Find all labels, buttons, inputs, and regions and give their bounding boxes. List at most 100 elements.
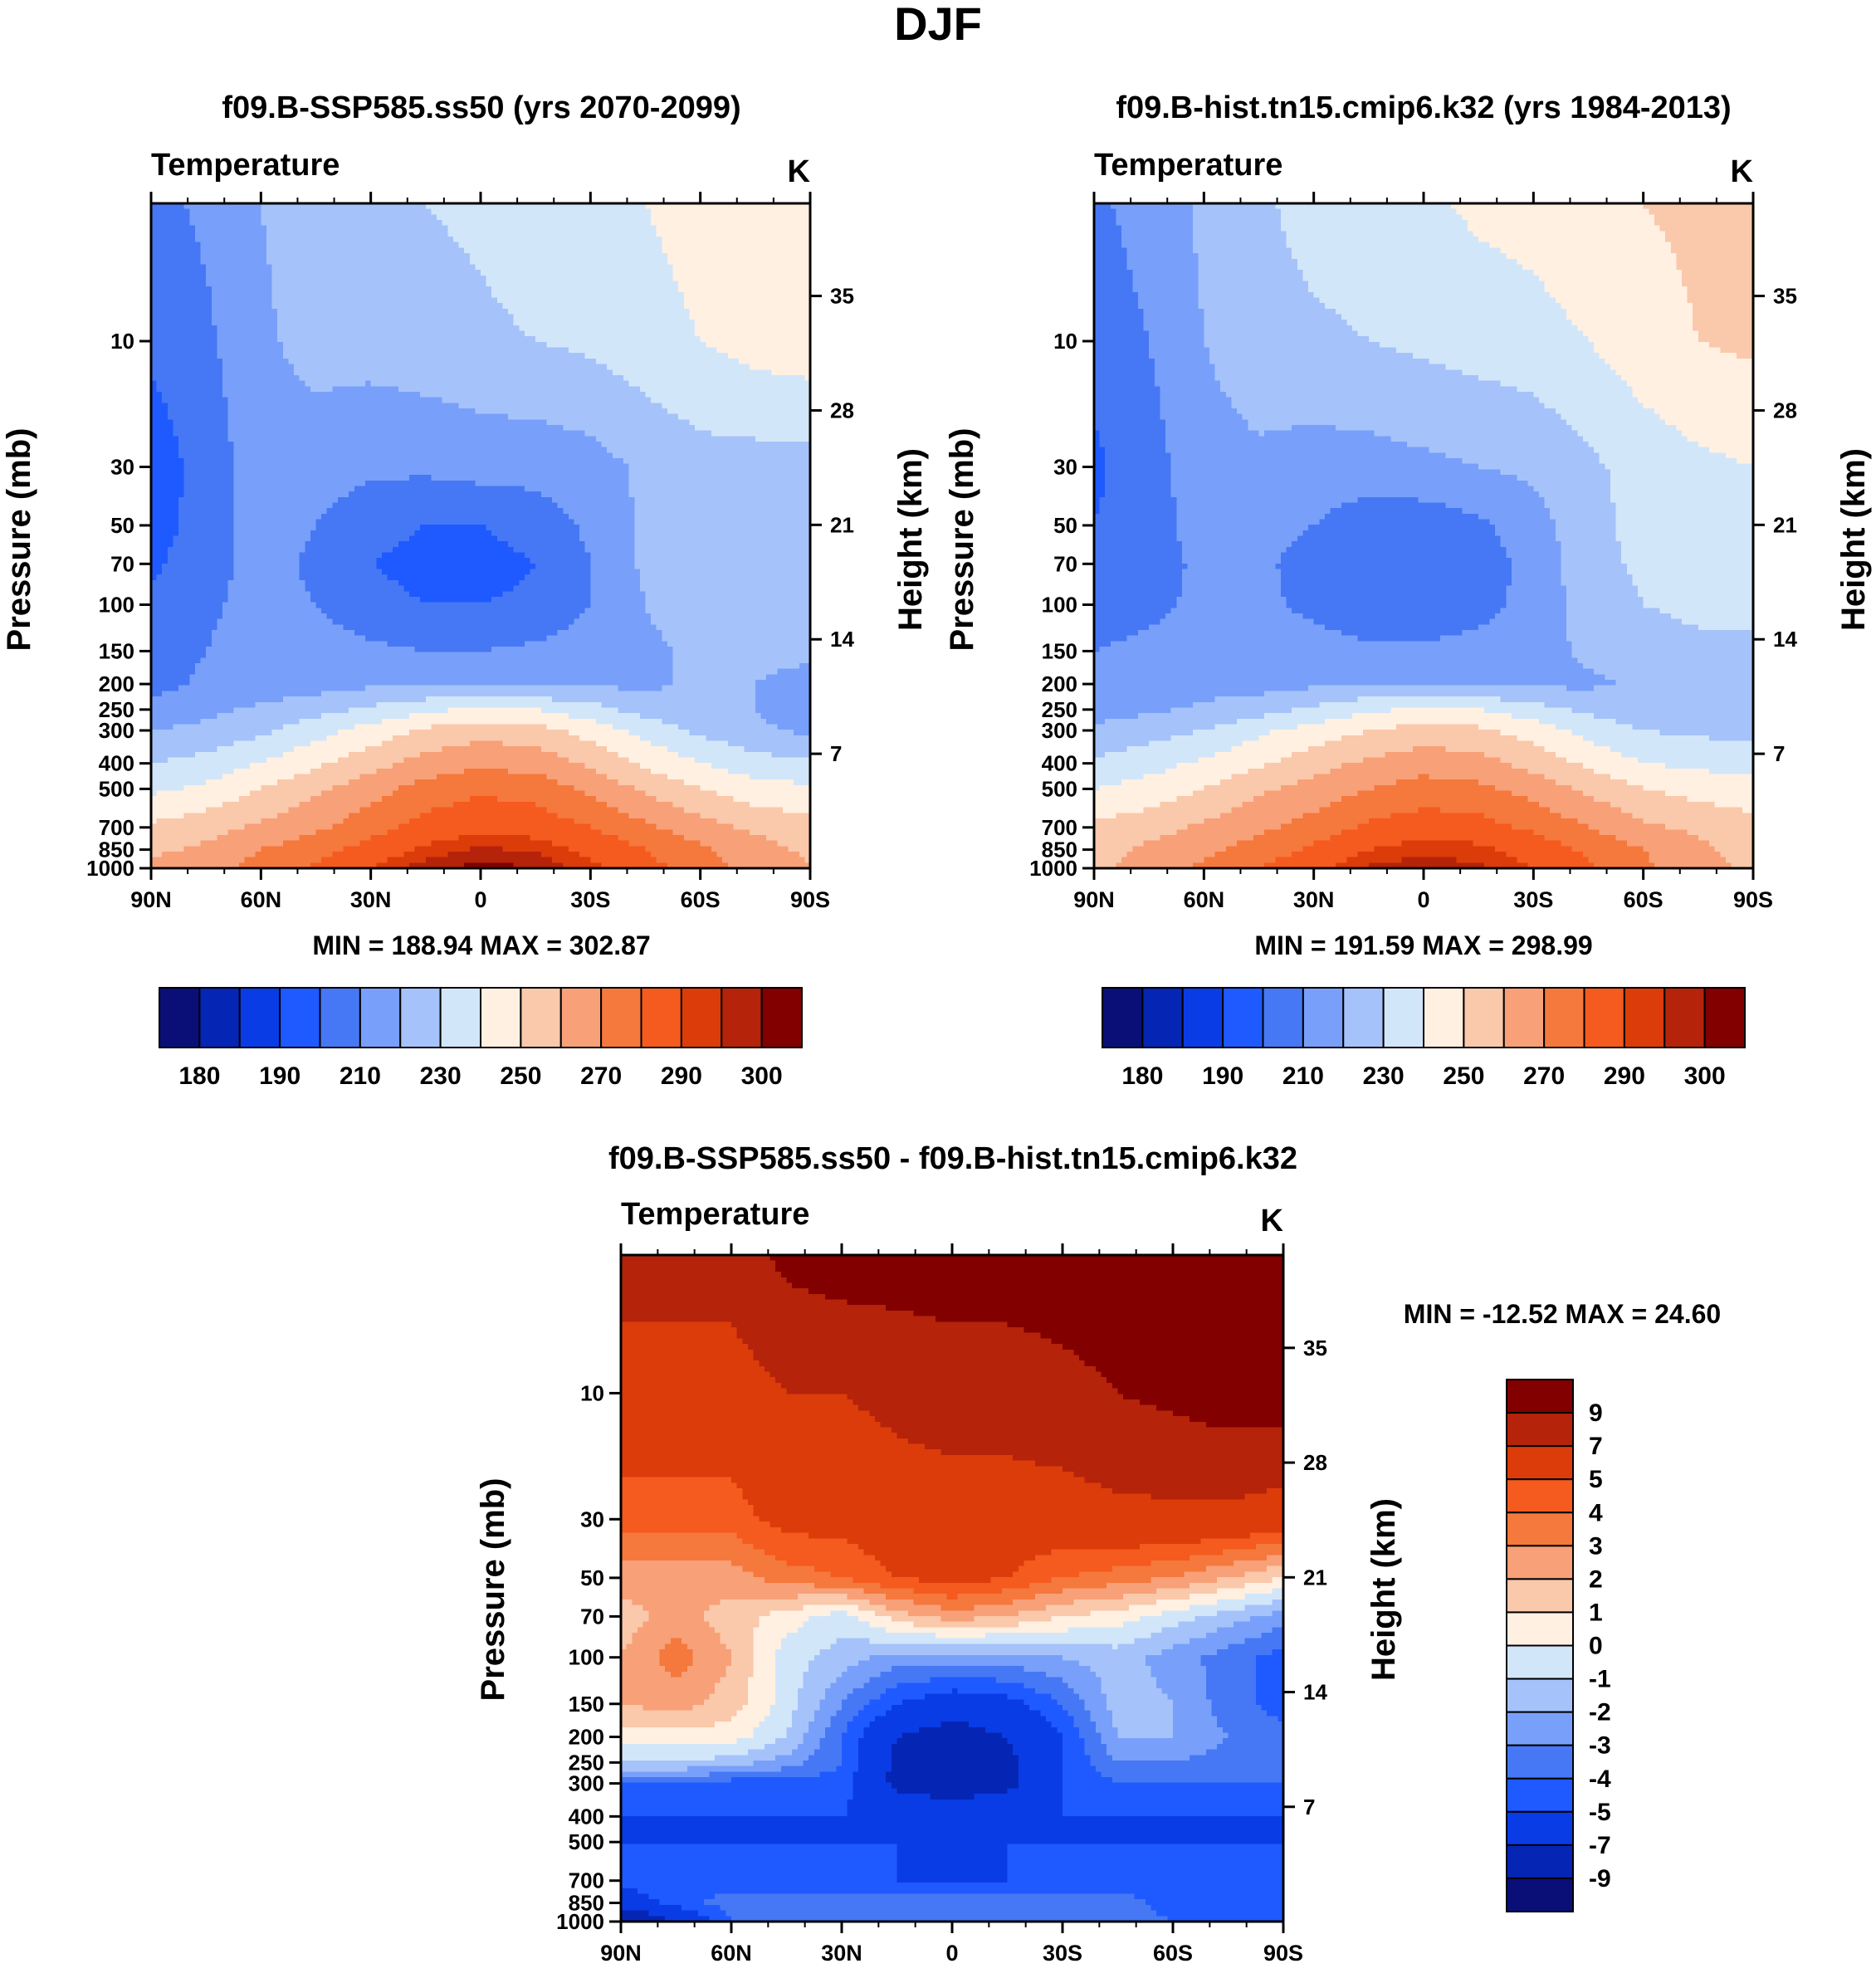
field-cell	[621, 1499, 749, 1506]
field-cell	[1467, 220, 1655, 227]
field-cell	[819, 1738, 843, 1745]
field-cell	[665, 1666, 688, 1673]
field-cell	[753, 1510, 1284, 1517]
field-cell	[1324, 303, 1562, 310]
field-cell	[1094, 374, 1155, 382]
field-cell	[1161, 1649, 1218, 1656]
field-cell	[1244, 1604, 1284, 1611]
field-cell	[151, 247, 202, 254]
field-cell	[496, 796, 597, 803]
field-cell	[568, 713, 641, 720]
field-cell	[431, 724, 547, 730]
field-cell	[1176, 535, 1298, 542]
field-cell	[1632, 813, 1754, 819]
field-cell	[621, 1649, 661, 1656]
field-cell	[1094, 613, 1166, 620]
field-cell	[1094, 413, 1160, 420]
field-cell	[1029, 1705, 1063, 1712]
field-cell	[1462, 629, 1567, 637]
field-cell	[1094, 641, 1111, 647]
field-cell	[775, 1677, 804, 1683]
field-cell	[1264, 790, 1359, 797]
field-cell	[621, 1482, 738, 1489]
field-cell	[1181, 579, 1282, 587]
field-cell	[1456, 208, 1649, 215]
colorbar-label: 270	[580, 1062, 622, 1090]
y-tick-label: 100	[99, 593, 134, 618]
field-cell	[1094, 242, 1122, 248]
field-cell	[621, 1588, 865, 1595]
field-cell	[1659, 225, 1754, 232]
field-cell	[645, 602, 811, 608]
field-cell	[1143, 774, 1233, 780]
field-cell	[632, 1599, 721, 1606]
field-cell	[645, 596, 811, 603]
field-cell	[1533, 486, 1611, 492]
field-cell	[725, 1666, 755, 1673]
field-cell	[332, 784, 399, 792]
field-cell	[227, 408, 476, 415]
field-cell	[715, 1893, 1136, 1900]
field-cell	[780, 1643, 832, 1650]
field-cell	[786, 1388, 1119, 1394]
field-cell	[1561, 541, 1622, 548]
field-cell	[393, 763, 586, 769]
field-cell	[780, 1382, 1113, 1389]
field-cell	[151, 613, 223, 620]
field-cell	[857, 1710, 887, 1717]
field-cell	[1357, 851, 1507, 858]
field-cell	[393, 546, 515, 554]
field-cell	[957, 1594, 1036, 1600]
field-cell	[1084, 1743, 1107, 1751]
field-cell	[678, 724, 778, 730]
field-cell	[1544, 286, 1688, 293]
field-cell	[310, 796, 383, 803]
field-cell	[1063, 1705, 1086, 1712]
field-cell	[1478, 724, 1556, 730]
field-cell	[238, 862, 311, 869]
field-cell	[1176, 530, 1304, 537]
field-cell	[1181, 591, 1282, 598]
field-cell	[151, 320, 213, 326]
field-cell	[151, 475, 185, 481]
field-cell	[1063, 1755, 1091, 1761]
field-cell	[1165, 442, 1408, 448]
field-cell	[1063, 1743, 1086, 1751]
field-cell	[1094, 784, 1101, 792]
field-cell	[1105, 751, 1216, 759]
field-cell	[775, 1266, 1284, 1272]
field-cell	[780, 1638, 837, 1645]
field-cell	[1272, 1577, 1284, 1584]
field-cell	[1550, 513, 1617, 520]
field-cell	[1198, 303, 1326, 310]
field-cell	[1094, 624, 1150, 631]
field-cell	[563, 862, 603, 869]
field-cell	[1204, 341, 1380, 349]
field-cell	[1178, 1621, 1234, 1628]
field-cell	[621, 1560, 732, 1567]
field-cell	[1204, 325, 1353, 332]
field-cell	[1034, 1555, 1190, 1561]
field-cell	[1638, 591, 1754, 598]
field-cell	[1094, 846, 1133, 852]
field-cell	[540, 707, 619, 714]
field-cell	[621, 1888, 638, 1895]
field-cell	[579, 851, 652, 858]
field-cell	[621, 1377, 776, 1384]
field-cell	[847, 1799, 1063, 1806]
colorbar-swatch	[721, 987, 763, 1048]
field-cell	[530, 569, 591, 575]
field-cell	[1107, 1699, 1174, 1706]
field-cell	[233, 740, 311, 747]
field-cell	[874, 1555, 1036, 1561]
field-cell	[665, 1916, 710, 1922]
field-cell	[1621, 541, 1754, 548]
field-cell	[913, 1588, 1003, 1595]
field-cell	[217, 624, 344, 631]
field-cell	[703, 1899, 1146, 1906]
field-cell	[1588, 857, 1649, 863]
field-cell	[621, 1910, 649, 1917]
field-cell	[222, 801, 300, 808]
field-cell	[156, 818, 261, 825]
field-cell	[1571, 784, 1644, 792]
